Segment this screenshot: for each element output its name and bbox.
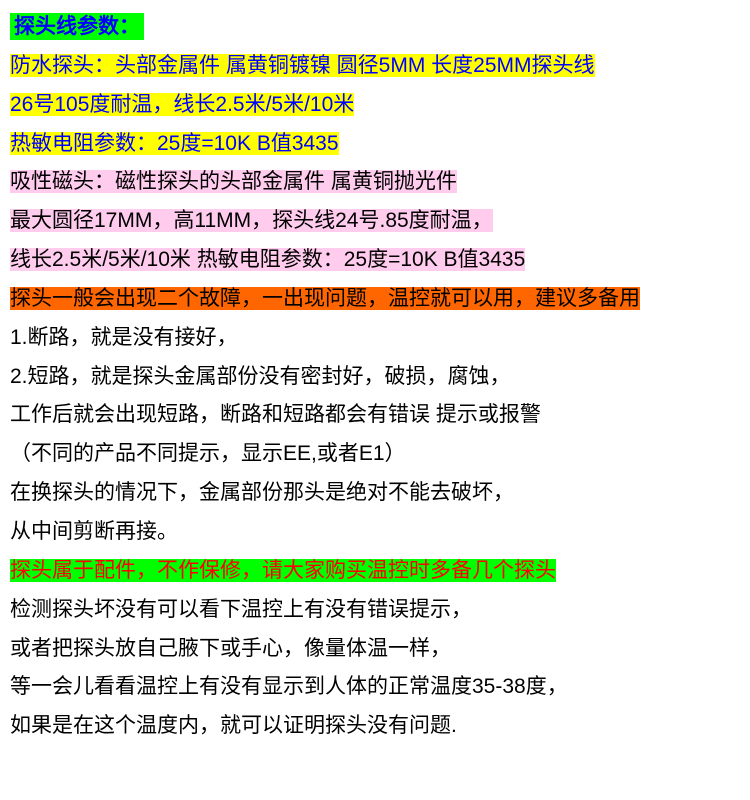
yellow-line-1: 防水探头：头部金属件 属黄铜镀镍 圆径5MM 长度25MM探头线 <box>10 54 595 77</box>
body2-line-2: 或者把探头放自己腋下或手心，像量体温一样， <box>10 637 451 660</box>
yellow-line-2: 26号105度耐温，线长2.5米/5米/10米 <box>10 93 354 116</box>
body1-line-3: 工作后就会出现短路，断路和短路都会有错误 提示或报警 <box>10 403 541 426</box>
body1-line-6: 从中间剪断再接。 <box>10 520 178 543</box>
pink-line-2: 最大圆径17MM，高11MM，探头线24号.85度耐温， <box>10 209 493 232</box>
body2-line-4: 如果是在这个温度内，就可以证明探头没有问题. <box>10 714 457 737</box>
section-title: 探头线参数： <box>10 13 144 40</box>
body2-line-3: 等一会儿看看温控上有没有显示到人体的正常温度35-38度， <box>10 675 568 698</box>
orange-line-1: 探头一般会出现二个故障，一出现问题，温控就可以用，建议多备用 <box>10 287 640 310</box>
body1-line-1: 1.断路，就是没有接好， <box>10 326 238 349</box>
body1-line-4: （不同的产品不同提示，显示EE,或者E1） <box>10 442 406 465</box>
greenred-line-1: 探头属于配件，不作保修，请大家购买温控时多备几个探头 <box>10 559 556 582</box>
yellow-line-3: 热敏电阻参数：25度=10K B值3435 <box>10 132 339 155</box>
pink-line-1: 吸性磁头：磁性探头的头部金属件 属黄铜抛光件 <box>10 170 457 193</box>
body1-line-5: 在换探头的情况下，金属部份那头是绝对不能去破坏， <box>10 481 514 504</box>
pink-line-3: 线长2.5米/5米/10米 热敏电阻参数：25度=10K B值3435 <box>10 248 525 271</box>
body1-line-2: 2.短路，就是探头金属部份没有密封好，破损，腐蚀， <box>10 365 511 388</box>
body2-line-1: 检测探头坏没有可以看下温控上有没有错误提示， <box>10 598 472 621</box>
